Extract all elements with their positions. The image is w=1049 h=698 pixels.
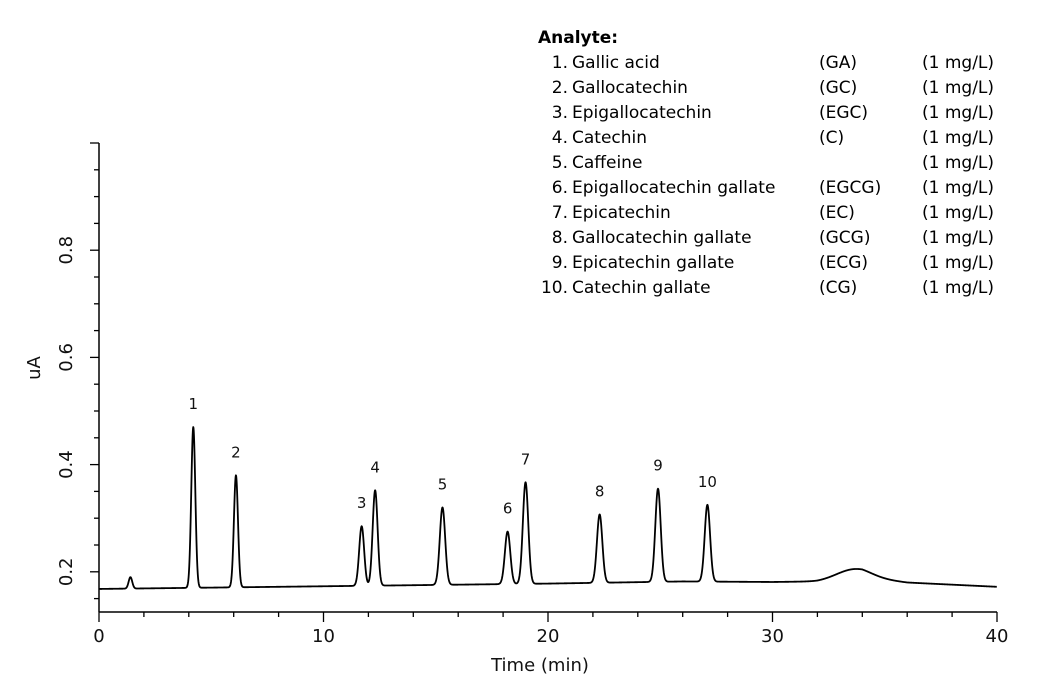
legend-num: 8. <box>551 228 568 248</box>
legend-conc: (1 mg/L) <box>922 53 995 73</box>
legend-abbr: (ECG) <box>819 253 869 273</box>
peak-labels: 1 2 34 5 6 7 8 9 10 <box>189 395 717 518</box>
legend-item: 7. Epicatechin (EC) (1 mg/L) <box>538 201 994 226</box>
legend-name: Gallocatechin <box>572 78 688 98</box>
legend-num: 2. <box>551 78 568 98</box>
x-tick-label: 20 <box>537 626 560 647</box>
legend-name: Catechin <box>572 128 648 148</box>
peak-label-8: 8 <box>595 482 605 500</box>
legend-item: 1. Gallic acid (GA) (1 mg/L) <box>538 51 994 76</box>
legend-abbr: (C) <box>819 128 845 148</box>
legend-title: Analyte: <box>538 28 619 48</box>
legend-name: Epigallocatechin <box>572 103 712 123</box>
peak-label-9: 9 <box>653 457 663 475</box>
legend-num: 7. <box>551 203 568 223</box>
legend-name: Gallocatechin gallate <box>572 228 752 248</box>
legend-conc: (1 mg/L) <box>922 278 995 298</box>
legend-name: Gallic acid <box>572 53 660 73</box>
x-tick-label: 0 <box>93 626 104 647</box>
legend-item: 3. Epigallocatechin (EGC) (1 mg/L) <box>538 101 994 126</box>
legend-conc: (1 mg/L) <box>922 103 995 123</box>
legend-conc: (1 mg/L) <box>922 228 995 248</box>
legend-num: 5. <box>551 153 568 173</box>
legend-item: 8. Gallocatechin gallate (GCG) (1 mg/L) <box>538 226 994 251</box>
legend-item: 2. Gallocatechin (GC) (1 mg/L) <box>538 76 994 101</box>
legend-abbr: (EGCG) <box>819 178 882 198</box>
legend-abbr: (GCG) <box>819 228 871 248</box>
legend-conc: (1 mg/L) <box>922 128 995 148</box>
peak-label-2: 2 <box>231 443 241 461</box>
peak-label-6: 6 <box>503 500 513 518</box>
x-tick-label: 10 <box>312 626 335 647</box>
legend-abbr: (EC) <box>819 203 855 223</box>
legend-name: Caffeine <box>572 153 643 173</box>
legend-item: 6. Epigallocatechin gallate (EGCG) (1 mg/L) <box>538 176 994 201</box>
x-tick-label: 30 <box>761 626 784 647</box>
chromatogram-trace <box>98 426 998 590</box>
legend-conc: (1 mg/L) <box>922 78 995 98</box>
legend-abbr: (GC) <box>819 78 858 98</box>
legend-conc: (1 mg/L) <box>922 253 995 273</box>
legend-num: 6. <box>551 178 568 198</box>
peak-label-10: 10 <box>698 473 717 491</box>
legend-num: 4. <box>551 128 568 148</box>
legend-num: 10. <box>540 278 568 298</box>
legend-abbr: (GA) <box>819 53 858 73</box>
legend-conc: (1 mg/L) <box>922 203 995 223</box>
peak-label-1: 1 <box>189 395 199 413</box>
legend-name: Epicatechin gallate <box>572 253 735 273</box>
legend-name: Catechin gallate <box>572 278 711 298</box>
axis-ticks <box>90 142 998 622</box>
peak-label-3: 3 <box>357 494 367 512</box>
legend-conc: (1 mg/L) <box>922 153 995 173</box>
peak-label-4: 4 <box>370 458 380 476</box>
legend-abbr: (EGC) <box>819 103 869 123</box>
x-axis-title: Time (min) <box>490 655 589 676</box>
tick-labels: 0 10 20 30 40 0.2 0.4 0.6 0.8 <box>56 236 1008 647</box>
legend-item: 10. Catechin gallate (CG) (1 mg/L) <box>538 276 994 301</box>
y-tick-label: 0.4 <box>56 450 77 479</box>
legend-num: 3. <box>551 103 568 123</box>
y-tick-label: 0.8 <box>56 236 77 265</box>
legend-item: 5. Caffeine (1 mg/L) <box>538 151 994 176</box>
y-tick-label: 0.2 <box>56 557 77 586</box>
legend-abbr: (CG) <box>819 278 858 298</box>
legend-item: 4. Catechin (C) (1 mg/L) <box>538 126 994 151</box>
y-axis-title: uA <box>24 355 45 379</box>
y-tick-label: 0.6 <box>56 343 77 372</box>
x-tick-label: 40 <box>986 626 1009 647</box>
peak-label-7: 7 <box>521 450 531 468</box>
peak-label-5: 5 <box>438 475 448 493</box>
legend-conc: (1 mg/L) <box>922 178 995 198</box>
legend-name: Epicatechin <box>572 203 671 223</box>
legend-rows: 1. Gallic acid (GA) (1 mg/L) 2. Gallocatechin… <box>538 51 994 301</box>
legend-name: Epigallocatechin gallate <box>572 178 776 198</box>
analyte-legend: Analyte: 1. Gallic acid (GA) (1 mg/L) 2. Gall… <box>538 26 994 301</box>
legend-item: 9. Epicatechin gallate (ECG) (1 mg/L) <box>538 251 994 276</box>
legend-num: 1. <box>551 53 568 73</box>
legend-num: 9. <box>551 253 568 273</box>
